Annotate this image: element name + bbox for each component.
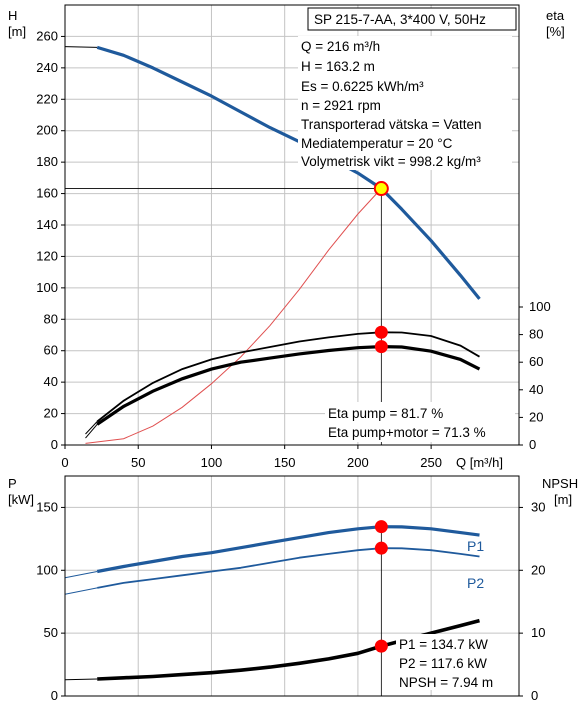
p2-series-label: P2 (467, 575, 484, 591)
model-title-box (307, 7, 517, 31)
tick-label: 20 (529, 409, 543, 424)
top-y-right-unit: [%] (546, 24, 565, 39)
tick-label: 40 (529, 382, 543, 397)
duty-info: Q = 216 m³/h H = 163.2 m Es = 0.6225 kWh… (301, 39, 481, 169)
tick-label: 200 (347, 455, 369, 470)
info-line: Volymetrisk vikt = 998.2 kg/m³ (301, 154, 481, 169)
bottom-y-left-label: P (8, 476, 17, 491)
npsh-curve-extension (64, 678, 98, 681)
tick-label: 60 (44, 343, 58, 358)
tick-label: 0 (51, 437, 58, 452)
tick-label: 180 (36, 154, 58, 169)
eta-info-bg (325, 402, 515, 442)
eta-pump-curve (96, 331, 480, 423)
tick-label: 50 (44, 625, 58, 640)
bottom-curves (64, 525, 480, 696)
tick-label: 200 (36, 123, 58, 138)
bottom-info-bg (396, 634, 514, 690)
tick-label: 120 (36, 248, 58, 263)
top-y-right-label: eta (546, 8, 565, 23)
tick-label: 100 (36, 562, 58, 577)
tick-label: 10 (531, 625, 545, 640)
duty-point-eta-pump (374, 325, 388, 339)
tick-label: 100 (36, 280, 58, 295)
top-duty-points (373, 181, 389, 354)
tick-label: 60 (529, 354, 543, 369)
p2-curve (97, 547, 480, 589)
tick-label: 20 (44, 406, 58, 421)
eta-start-segment (85, 423, 98, 439)
p2-value-text: P2 = 117.6 kW (399, 656, 487, 671)
model-title: SP 215-7-AA, 3*400 V, 50Hz (314, 12, 486, 27)
h-curve-extension (64, 46, 98, 48)
p1-curve-extension (64, 571, 98, 579)
top-right-ticks: 0 20 40 60 80 100 (519, 299, 551, 452)
tick-label: 150 (36, 499, 58, 514)
info-line: H = 163.2 m (301, 59, 375, 74)
bottom-right-ticks: 0 10 20 30 (519, 499, 545, 703)
bottom-y-left-unit: [kW] (8, 492, 34, 507)
bottom-left-ticks: 0 50 100 150 (36, 499, 65, 703)
info-line: Q = 216 m³/h (301, 39, 380, 54)
tick-label: 150 (274, 455, 296, 470)
tick-label: 240 (36, 60, 58, 75)
tick-label: 40 (44, 374, 58, 389)
duty-point-npsh (374, 639, 388, 653)
tick-label: 140 (36, 217, 58, 232)
tick-label: 30 (531, 499, 545, 514)
top-y-left-unit: [m] (8, 24, 26, 39)
top-left-ticks: 0 20 40 60 80 100 120 140 160 180 200 220 240 260 (36, 28, 65, 452)
tick-label: 0 (51, 688, 58, 703)
tick-label: 80 (44, 311, 58, 326)
info-line: Mediatemperatur = 20 °C (301, 136, 453, 151)
p1-curve (96, 525, 480, 574)
info-line: n = 2921 rpm (301, 98, 381, 113)
tick-label: 160 (36, 186, 58, 201)
power-npsh-chart: 0 50 100 150 0 10 20 30 P [kW] NPSH [m] P1 P2 … (8, 475, 578, 703)
tick-label: 100 (201, 455, 223, 470)
duty-point-p1 (374, 520, 388, 534)
p1-value-text: P1 = 134.7 kW (399, 637, 488, 652)
p2-curve-extension (64, 587, 98, 595)
bottom-y-right-unit: [m] (554, 492, 572, 507)
info-line: Transporterad vätska = Vatten (301, 117, 481, 132)
info-line: Es = 0.6225 kWh/m³ (301, 79, 424, 94)
info-box-bg (298, 36, 512, 170)
duty-point-eta-pump-motor (374, 340, 388, 354)
duty-point-p2 (374, 541, 388, 555)
eta-start-segment (85, 421, 98, 435)
eta-pump-text: Eta pump = 81.7 % (328, 406, 443, 421)
duty-point-head (373, 181, 389, 197)
bottom-duty-points (374, 520, 388, 653)
npsh-value-text: NPSH = 7.94 m (399, 675, 493, 690)
eta-pump-motor-curve (96, 344, 481, 426)
tick-label: 0 (61, 455, 68, 470)
tick-label: 50 (131, 455, 145, 470)
top-x-axis-label: Q [m³/h] (456, 455, 503, 470)
tick-label: 0 (529, 437, 536, 452)
tick-label: 260 (36, 28, 58, 43)
tick-label: 100 (529, 299, 551, 314)
tick-label: 20 (531, 562, 545, 577)
bottom-y-right-label: NPSH (542, 476, 578, 491)
bottom-plot-frame (64, 475, 520, 697)
tick-label: 250 (420, 455, 442, 470)
top-x-ticks: 0 50 100 150 200 250 (61, 445, 442, 470)
p1-series-label: P1 (467, 538, 484, 554)
tick-label: 0 (531, 688, 538, 703)
system-curve (85, 188, 382, 444)
tick-label: 80 (529, 327, 543, 342)
tick-label: 220 (36, 91, 58, 106)
top-y-left-label: H (8, 8, 17, 23)
eta-pump-motor-text: Eta pump+motor = 71.3 % (328, 425, 486, 440)
